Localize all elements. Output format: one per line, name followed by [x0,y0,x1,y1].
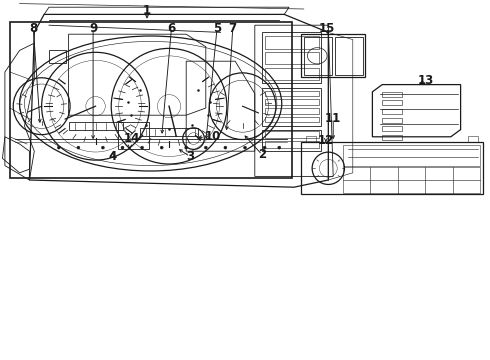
Bar [335,37,363,75]
Text: 7: 7 [229,22,237,35]
Text: 9: 9 [89,22,97,35]
Bar [304,37,332,75]
Bar [468,136,478,142]
Bar [262,32,321,83]
Text: 8: 8 [29,22,37,35]
Bar [343,145,480,166]
Bar [69,122,122,130]
Circle shape [224,146,227,149]
Bar [265,117,318,122]
Bar [118,122,149,149]
Bar [382,126,402,131]
Text: 3: 3 [186,150,194,163]
Circle shape [141,146,144,149]
Text: 13: 13 [418,75,435,87]
Circle shape [121,146,124,149]
Text: 2: 2 [258,148,266,161]
Bar [265,91,318,96]
Circle shape [57,146,60,149]
Circle shape [77,146,80,149]
Text: 11: 11 [325,112,342,125]
Text: 15: 15 [319,22,336,35]
Bar [265,52,318,64]
Text: 12: 12 [318,134,334,147]
Text: 4: 4 [109,150,117,163]
Bar [382,100,402,105]
Circle shape [160,146,163,149]
Bar [265,141,318,148]
Bar [265,108,318,114]
Circle shape [101,146,104,149]
Bar [265,99,318,105]
Bar [140,128,198,136]
Bar [265,131,318,138]
Bar [265,36,318,49]
Bar [49,50,66,63]
Bar [265,68,318,80]
Bar [382,118,402,123]
Circle shape [244,146,246,149]
Bar [262,88,321,126]
Bar [262,130,321,151]
Text: 14: 14 [124,132,141,145]
Bar [301,34,365,77]
Text: 1: 1 [143,4,151,17]
Circle shape [263,146,266,149]
Bar [382,109,402,114]
Bar [343,167,480,193]
Circle shape [185,146,188,149]
Bar [301,142,483,194]
Text: 10: 10 [205,130,221,143]
Bar [382,135,402,140]
Bar [306,136,316,142]
Text: 5: 5 [213,22,221,35]
Circle shape [204,146,207,149]
Circle shape [278,146,281,149]
Bar [10,22,292,178]
Bar [382,92,402,97]
Text: 6: 6 [168,22,175,35]
